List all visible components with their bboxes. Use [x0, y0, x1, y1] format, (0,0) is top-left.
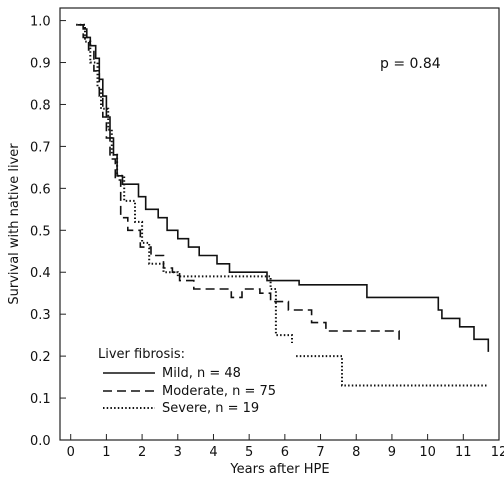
y-tick-label: 0.9: [30, 57, 51, 72]
x-tick-label: 10: [419, 445, 436, 460]
x-tick-label: 4: [209, 445, 217, 460]
y-tick-label: 0.2: [30, 350, 51, 365]
x-axis-title: Years after HPE: [229, 462, 329, 477]
y-tick-label: 0.6: [30, 182, 51, 197]
p-value-annotation: p = 0.84: [380, 56, 441, 72]
y-tick-label: 0.0: [30, 434, 51, 449]
legend-background: [95, 343, 295, 415]
legend-label-mild: Mild, n = 48: [162, 366, 241, 381]
x-tick-label: 5: [245, 445, 253, 460]
series-line-moderate: [77, 24, 400, 344]
x-tick-label: 9: [388, 445, 396, 460]
x-tick-label: 3: [174, 445, 182, 460]
x-tick-label: 8: [352, 445, 360, 460]
series-group: [76, 23, 490, 387]
series-line-severe: [76, 23, 489, 387]
y-tick-label: 0.7: [30, 140, 51, 155]
legend-label-severe: Severe, n = 19: [162, 401, 259, 416]
y-axis-title: Survival with native liver: [7, 143, 22, 305]
x-tick-label: 2: [138, 445, 146, 460]
y-tick-label: 0.4: [30, 266, 51, 281]
x-tick-label: 6: [281, 445, 289, 460]
x-tick-label: 12: [491, 445, 504, 460]
y-tick-label: 0.8: [30, 98, 51, 113]
x-tick-label: 0: [67, 445, 75, 460]
y-tick-label: 0.5: [30, 224, 51, 239]
x-tick-label: 1: [102, 445, 110, 460]
y-tick-label: 0.1: [30, 392, 51, 407]
x-tick-label: 7: [316, 445, 324, 460]
series-line-mild: [77, 24, 490, 352]
y-tick-label: 0.3: [30, 308, 51, 323]
legend-title: Liver fibrosis:: [98, 347, 185, 362]
y-tick-label: 1.0: [30, 15, 51, 30]
legend: Liver fibrosis: Mild, n = 48 Moderate, n…: [95, 343, 295, 416]
legend-label-moderate: Moderate, n = 75: [162, 384, 276, 399]
axis-ticks: 0 1 2 3 4 5 6 7 8 9 10 11 120.00.10.20.30.40.50.60.7…: [30, 15, 504, 460]
x-tick-label: 11: [455, 445, 472, 460]
plot-frame: [59, 7, 500, 441]
